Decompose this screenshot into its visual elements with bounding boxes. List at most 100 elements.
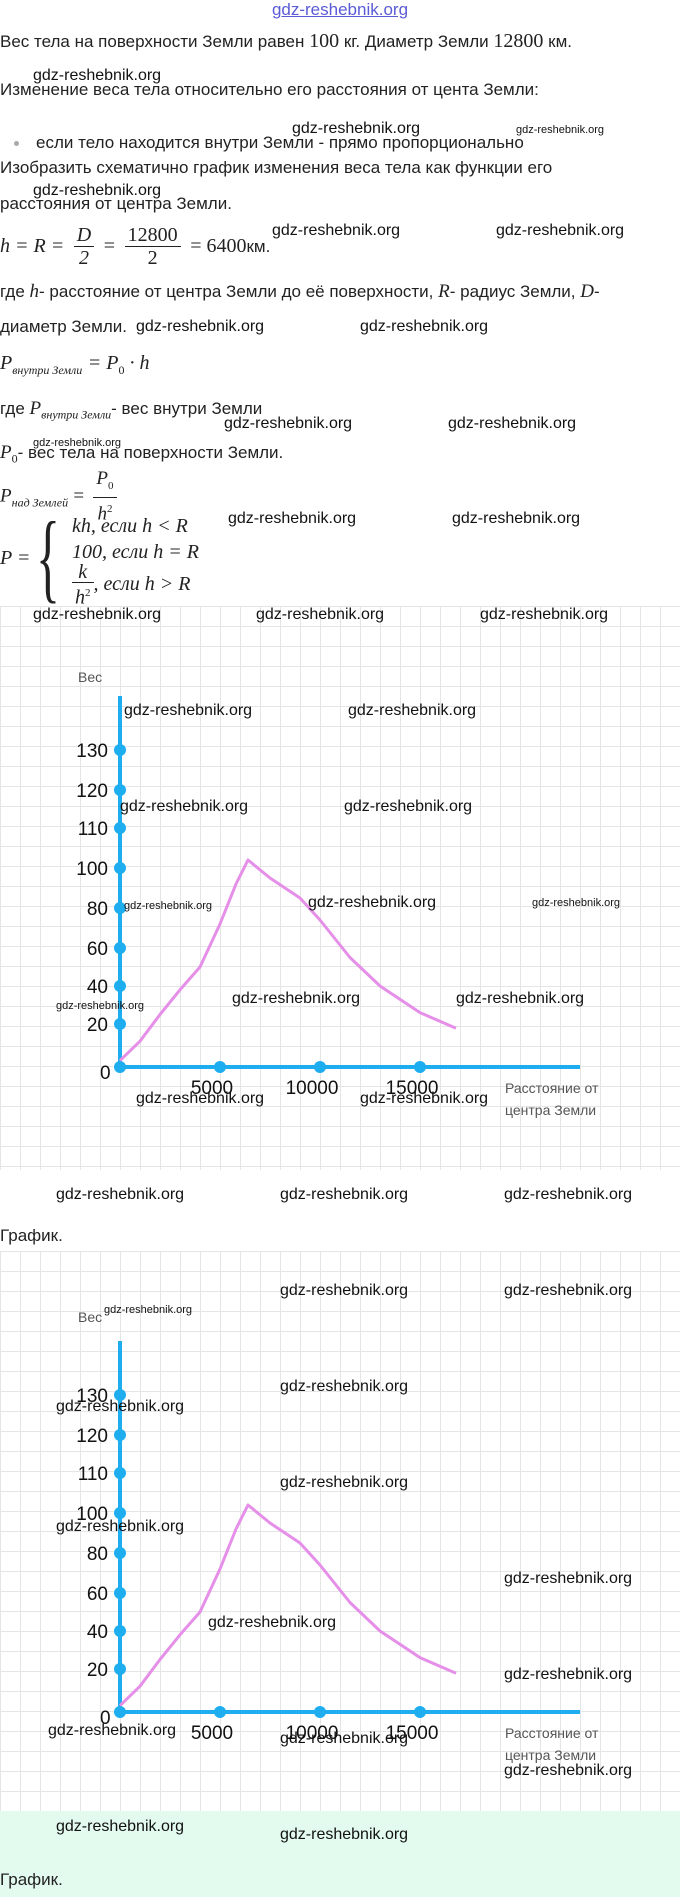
watermark: gdz-reshebnik.org xyxy=(504,1570,633,1587)
math-D: D xyxy=(580,281,594,302)
watermark: gdz-reshebnik.org xyxy=(56,1398,185,1415)
p0-line: P0- вес тела на поверхности Земли. xyxy=(0,442,283,469)
fraction-12800-over-2: 12800 2 xyxy=(124,224,181,269)
watermark: gdz-reshebnik.org xyxy=(224,415,353,432)
math-sub: внутри Земли xyxy=(41,407,112,422)
piece-3: k h2 , если h > R xyxy=(72,562,190,608)
y-tick-dot xyxy=(114,1018,126,1030)
watermark: gdz-reshebnik.org xyxy=(232,990,361,1007)
math-sub: 0 xyxy=(108,479,114,492)
y-tick-label: 20 xyxy=(87,1015,108,1036)
x-tick-label: 5000 xyxy=(191,1078,233,1099)
y-tick-label: 100 xyxy=(76,859,108,880)
frac-numerator: k xyxy=(72,562,94,583)
equation-p-above: Pнад Землей = P0 h2 xyxy=(0,468,121,524)
watermark: gdz-reshebnik.org xyxy=(280,1826,409,1843)
y-tick-label: 130 xyxy=(76,741,108,762)
watermark: gdz-reshebnik.org xyxy=(33,437,122,449)
x-tick-dot xyxy=(214,1706,226,1718)
watermark: gdz-reshebnik.org xyxy=(504,1282,633,1299)
problem-text: км. xyxy=(543,32,572,51)
x-tick-dot xyxy=(414,1706,426,1718)
task-line-2: расстояния от центра Земли. xyxy=(0,194,232,213)
series-line xyxy=(118,1503,457,1707)
watermark: gdz-reshebnik.org xyxy=(208,1614,337,1631)
piece-1: kh, если h < R xyxy=(72,515,188,537)
frac-denominator: h xyxy=(97,503,107,525)
y-tick-dot xyxy=(114,784,126,796)
problem-text: Вес тела на поверхности Земли равен xyxy=(0,32,310,51)
watermark: gdz-reshebnik.org xyxy=(456,990,585,1007)
eq-sign: = xyxy=(103,235,116,257)
watermark: gdz-reshebnik.org xyxy=(56,1818,185,1835)
text: - радиус Земли, xyxy=(449,282,581,301)
x-tick-dot xyxy=(314,1706,326,1718)
chart-1: Вес 20 40 60 80 100 110 120 130 0 5000 10000 15000 Ра… xyxy=(76,669,599,1118)
eq-lhs: h = R = xyxy=(0,235,65,257)
text: где xyxy=(0,399,30,418)
watermark: gdz-reshebnik.org xyxy=(280,1474,409,1491)
y-tick-label: 100 xyxy=(76,1504,108,1525)
y-tick-dot xyxy=(114,1587,126,1599)
y-tick-label: 60 xyxy=(87,1584,108,1605)
watermark: gdz-reshebnik.org xyxy=(452,510,581,527)
origin-dot xyxy=(114,1061,126,1073)
eq-result: = 6400 xyxy=(190,235,247,257)
math-sub: над Землей xyxy=(11,495,69,510)
y-tick-dot xyxy=(114,942,126,954)
math-sub: внутри Земли xyxy=(12,363,83,377)
y-tick-label: 40 xyxy=(87,977,108,998)
watermark: gdz-reshebnik.org xyxy=(360,318,489,335)
graph-grid-2 xyxy=(0,1251,680,1811)
y-tick-label: 130 xyxy=(76,1386,108,1407)
x-axis-label: центра Земли xyxy=(505,1747,596,1763)
frac-numerator: D xyxy=(73,224,95,248)
math-sup: 2 xyxy=(106,502,113,515)
watermark: gdz-reshebnik.org xyxy=(56,1518,185,1535)
graph-grid-1 xyxy=(0,606,680,1170)
watermark: gdz-reshebnik.org xyxy=(120,798,249,815)
eq-unit: км. xyxy=(246,237,271,256)
math-P: P xyxy=(0,352,13,374)
series-line xyxy=(118,858,457,1062)
watermark: gdz-reshebnik.org xyxy=(480,606,609,623)
piecewise-lhs: P = xyxy=(0,547,31,569)
watermark: gdz-reshebnik.org xyxy=(280,1282,409,1299)
y-tick-label: 110 xyxy=(78,819,108,840)
watermark: gdz-reshebnik.org xyxy=(448,415,577,432)
x-axis-label: центра Земли xyxy=(505,1102,596,1118)
text: - вес тела на поверхности Земли. xyxy=(17,443,284,462)
text: - вес внутри Земли xyxy=(111,399,263,418)
y-tick-dot xyxy=(114,1663,126,1675)
fraction-k-over-h2: k h2 xyxy=(72,562,94,608)
watermark: gdz-reshebnik.org xyxy=(360,1090,489,1107)
x-axis-label: Расстояние от xyxy=(505,1725,599,1741)
watermark: gdz-reshebnik.org xyxy=(280,1730,409,1747)
graph-caption-2: График. xyxy=(0,1870,63,1889)
watermark: gdz-reshebnik.org xyxy=(124,702,253,719)
y-tick-label: 80 xyxy=(87,899,108,920)
equation-radius: h = R = D 2 = 12800 2 = 6400км. xyxy=(0,220,270,272)
fraction-d-over-2: D 2 xyxy=(73,224,95,269)
watermark: gdz-reshebnik.org xyxy=(256,606,385,623)
y-tick-dot xyxy=(114,1467,126,1479)
watermark: gdz-reshebnik.org xyxy=(56,1186,185,1203)
math-R: R xyxy=(438,281,450,302)
origin-label: 0 xyxy=(100,1708,111,1729)
frac-denominator: h xyxy=(75,586,85,609)
y-tick-label: 110 xyxy=(78,1464,108,1485)
problem-text: кг. Диаметр Земли xyxy=(339,32,494,51)
graph-caption-1: График. xyxy=(0,1226,63,1245)
watermark: gdz-reshebnik.org xyxy=(272,222,401,239)
watermark: gdz-reshebnik.org xyxy=(496,222,625,239)
text: где xyxy=(0,282,30,301)
watermark: gdz-reshebnik.org xyxy=(504,1186,633,1203)
y-tick-label: 20 xyxy=(87,1660,108,1681)
y-tick-label: 40 xyxy=(87,1622,108,1643)
watermark: gdz-reshebnik.org xyxy=(48,1722,177,1739)
y-tick-dot xyxy=(114,822,126,834)
site-logo[interactable]: gdz-reshebnik.org xyxy=(271,0,409,19)
y-tick-dot xyxy=(114,1547,126,1559)
frac-numerator: 12800 xyxy=(124,224,181,248)
math-P: P xyxy=(0,442,12,463)
